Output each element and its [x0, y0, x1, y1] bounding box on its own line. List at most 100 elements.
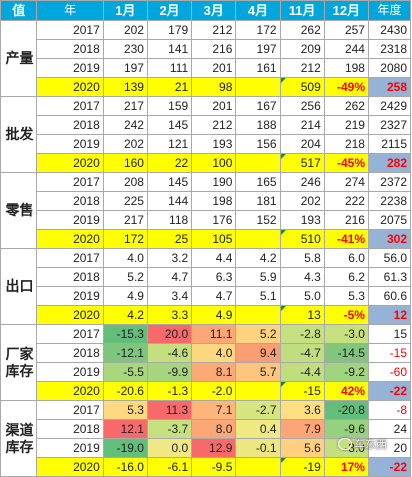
value-cell: 230	[102, 39, 148, 59]
value-cell: 517	[279, 153, 325, 173]
value-cell	[235, 229, 281, 249]
value-cell: 198	[323, 58, 369, 78]
value-cell: -45%	[323, 153, 369, 173]
category-label: 出口	[0, 248, 38, 325]
header-dec: 12月	[323, 0, 369, 21]
year-cell: 2017	[36, 96, 104, 116]
year-cell: 2020	[36, 381, 104, 401]
value-cell: 201	[191, 58, 237, 78]
year-cell: 2017	[36, 400, 104, 420]
value-cell: 167	[235, 96, 281, 116]
value-cell: -2.8	[279, 324, 325, 344]
year-cell: 2019	[36, 58, 104, 78]
year-cell: 2020	[36, 305, 104, 325]
annual-cell: 302	[367, 229, 412, 249]
annual-cell: 2238	[367, 191, 412, 211]
year-cell: 2020	[36, 153, 104, 173]
value-cell: 202	[279, 191, 325, 211]
value-cell: 121	[146, 134, 193, 154]
table-row: 2019 217 118 176 152 193 216 2075	[1, 210, 412, 230]
value-cell: -4.4	[279, 362, 325, 382]
value-cell: -2.7	[235, 400, 281, 420]
year-cell: 2017	[36, 324, 104, 344]
value-cell: 6.3	[191, 267, 237, 287]
category-label: 批发	[0, 96, 38, 173]
value-cell	[235, 77, 281, 97]
year-cell: 2018	[36, 191, 104, 211]
table-row: 2018 225 144 198 181 202 222 2238	[1, 191, 412, 211]
value-cell	[235, 305, 281, 325]
value-cell: 197	[102, 58, 148, 78]
value-cell	[235, 153, 281, 173]
value-cell: 225	[102, 191, 148, 211]
value-cell: 4.2	[102, 305, 148, 325]
annual-cell: 258	[367, 77, 412, 97]
year-cell: 2018	[36, 115, 104, 135]
value-cell: 145	[146, 172, 193, 192]
year-cell: 2019	[36, 134, 104, 154]
value-cell: 212	[191, 20, 237, 40]
value-cell: 160	[102, 153, 148, 173]
value-cell: 216	[323, 210, 369, 230]
value-cell: -12.1	[102, 343, 148, 363]
value-cell: 201	[191, 96, 237, 116]
table-row: 2020 -20.6 -1.3 -2.0 -15 42% -22	[1, 381, 412, 401]
annual-cell: 60.6	[367, 286, 412, 306]
value-cell: -20.8	[323, 400, 369, 420]
value-cell: -15	[279, 381, 325, 401]
header-jan: 1月	[102, 0, 148, 21]
value-cell: 9.4	[235, 343, 281, 363]
value-cell	[235, 457, 281, 477]
value-cell: -20.6	[102, 381, 148, 401]
annual-cell: -22	[367, 381, 412, 401]
annual-cell: 2075	[367, 210, 412, 230]
value-cell: 242	[102, 115, 148, 135]
table-row: 2020 4.2 3.3 4.9 13 -5% 12	[1, 305, 412, 325]
value-cell: 5.7	[235, 362, 281, 382]
header-apr: 4月	[235, 0, 281, 21]
annual-cell: 12	[367, 305, 412, 325]
category-label-line: 批发	[5, 126, 34, 142]
value-cell: 5.2	[102, 267, 148, 287]
category-label: 渠道 库存	[0, 400, 38, 477]
value-cell: -15.3	[102, 324, 148, 344]
category-label-line: 零售	[5, 202, 34, 218]
year-cell: 2017	[36, 172, 104, 192]
category-label: 厂家 库存	[0, 324, 38, 401]
value-cell: 7.9	[279, 419, 325, 439]
annual-cell: 15	[367, 324, 412, 344]
value-cell: 172	[235, 20, 281, 40]
value-cell: 159	[146, 96, 193, 116]
value-cell: 141	[146, 39, 193, 59]
value-cell: -9.5	[191, 457, 237, 477]
value-cell: 5.0	[279, 286, 325, 306]
value-cell: 5.6	[279, 438, 325, 458]
table-row: 2019 -19.0 0.0 12.9 -0.1 5.6 -3.0 20	[1, 438, 412, 458]
year-cell: 2019	[36, 286, 104, 306]
value-cell: 179	[146, 20, 193, 40]
value-cell: -0.1	[235, 438, 281, 458]
value-cell: 11.3	[146, 400, 193, 420]
value-cell: 176	[191, 210, 237, 230]
header-nov: 11月	[279, 0, 325, 21]
table-row: 渠道 库存 2017 5.3 11.3 7.1 -2.7 3.6 -20.8 -8	[0, 400, 412, 477]
value-cell: 3.2	[146, 248, 193, 268]
year-cell: 2020	[36, 457, 104, 477]
value-cell: -6.1	[146, 457, 193, 477]
value-cell: 216	[191, 39, 237, 59]
value-cell: 212	[191, 115, 237, 135]
annual-cell: 24	[367, 419, 412, 439]
value-cell: 193	[279, 210, 325, 230]
value-cell: 42%	[323, 381, 369, 401]
year-cell: 2018	[36, 419, 104, 439]
category-label-line: 产量	[5, 50, 34, 66]
value-cell: 161	[235, 58, 281, 78]
category-label-line: 出口	[5, 278, 34, 294]
category-label: 产量	[0, 20, 38, 97]
value-cell: -4.7	[279, 343, 325, 363]
table-row: 产量 2017 202 179 212 172 262 257 2430	[0, 20, 412, 97]
value-cell: 145	[146, 115, 193, 135]
value-cell: 218	[323, 134, 369, 154]
value-cell: 256	[279, 96, 325, 116]
value-cell: 4.4	[191, 248, 237, 268]
